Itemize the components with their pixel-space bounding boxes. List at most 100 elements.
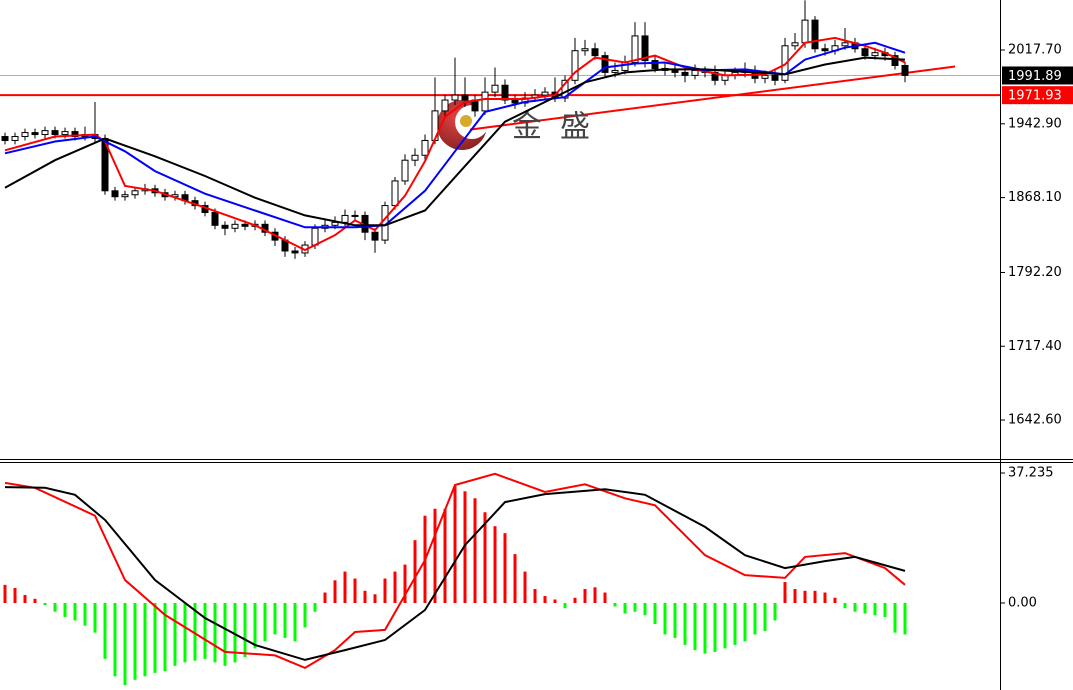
candle-body [861,48,869,57]
histogram-bar [413,540,417,604]
candle-body [371,231,379,241]
histogram-bar [863,603,867,614]
histogram-bar [233,603,237,663]
histogram-bar [693,603,697,651]
candle-body [581,48,589,52]
price-label: 1971.93 [1008,89,1062,104]
indicator-line [4,472,906,670]
histogram-bar [583,589,587,604]
histogram-bar [573,597,577,604]
y-tick-label: 1792.20 [1008,265,1062,280]
candle-body [331,221,339,226]
candle-body [61,131,69,136]
candle-body [461,94,469,101]
candle-body [771,74,779,81]
histogram-bar [773,603,777,621]
candle-body [651,60,659,69]
price-label-box [1002,86,1073,105]
histogram-bar [253,603,257,649]
candle-body [511,99,519,104]
histogram-bar [363,590,367,604]
histogram-bar [143,603,147,677]
histogram-bar [73,603,77,621]
candle-body [351,214,359,217]
y-tick-label: 1717.40 [1008,339,1062,354]
histogram-bar [223,603,227,666]
histogram-bar [333,580,337,604]
histogram-bar [763,603,767,631]
candle-body [311,227,319,246]
candle-body [641,35,649,62]
candle-body [801,19,809,44]
histogram-bar [193,603,197,661]
histogram-bar [453,486,457,604]
histogram-bar [303,603,307,628]
histogram-bar [393,571,397,604]
histogram-bar [263,603,267,642]
y-tick-label: 2017.70 [1008,43,1062,58]
price-label-box [1002,66,1073,85]
histogram-bar [633,603,637,612]
histogram-bar [873,603,877,616]
candle-body [481,91,489,112]
histogram-bar [623,603,627,614]
histogram-bar [883,603,887,617]
candle-body [221,224,229,229]
candle-body [241,223,249,227]
histogram-bar [113,603,117,677]
candle-body [491,84,499,93]
histogram-bar [713,603,717,652]
histogram-bar [93,603,97,633]
candle-body [901,65,909,76]
histogram-bar [593,587,597,604]
histogram-bar [173,603,177,666]
candle-body [41,130,49,136]
candle-body [411,154,419,161]
candle-body [671,69,679,73]
candle-body [791,42,799,47]
histogram-bar [523,571,527,604]
candle-body [501,84,509,101]
histogram-bar [133,603,137,680]
histogram-bar [553,599,557,604]
histogram-bar [293,603,297,642]
candle-body [451,94,459,101]
candle-body [891,55,899,67]
histogram-bar [783,582,787,604]
histogram-bar [373,594,377,604]
histogram-bar [313,603,317,612]
candle-body [131,190,139,196]
candle-body [21,132,29,138]
candle-body [821,48,829,52]
histogram-bar [533,589,537,604]
histogram-bar [403,564,407,604]
histogram-bar [163,603,167,672]
histogram-bar [823,592,827,604]
histogram-bar [103,603,107,659]
price-label: 1991.89 [1008,69,1062,84]
indicator-line [4,36,906,252]
candle-body [441,99,449,112]
histogram-bar [53,603,57,612]
histogram-bar [203,603,207,659]
histogram-bar [323,592,327,604]
histogram-bar [663,603,667,635]
histogram-bar [483,512,487,604]
histogram-bar [443,508,447,604]
candle-body [231,223,239,229]
histogram-bar [753,603,757,635]
histogram-bar [743,603,747,642]
histogram-bar [353,578,357,604]
candle-body [211,211,219,226]
candle-body [611,69,619,73]
histogram-bar [463,491,467,604]
candle-body [681,71,689,76]
indicator-line [4,56,906,227]
candle-body [601,55,609,73]
histogram-bar [43,603,47,606]
candle-body [111,190,119,198]
candle-body [631,35,639,64]
histogram-bar [683,603,687,645]
histogram-bar [723,603,727,649]
histogram-bar [513,554,517,604]
